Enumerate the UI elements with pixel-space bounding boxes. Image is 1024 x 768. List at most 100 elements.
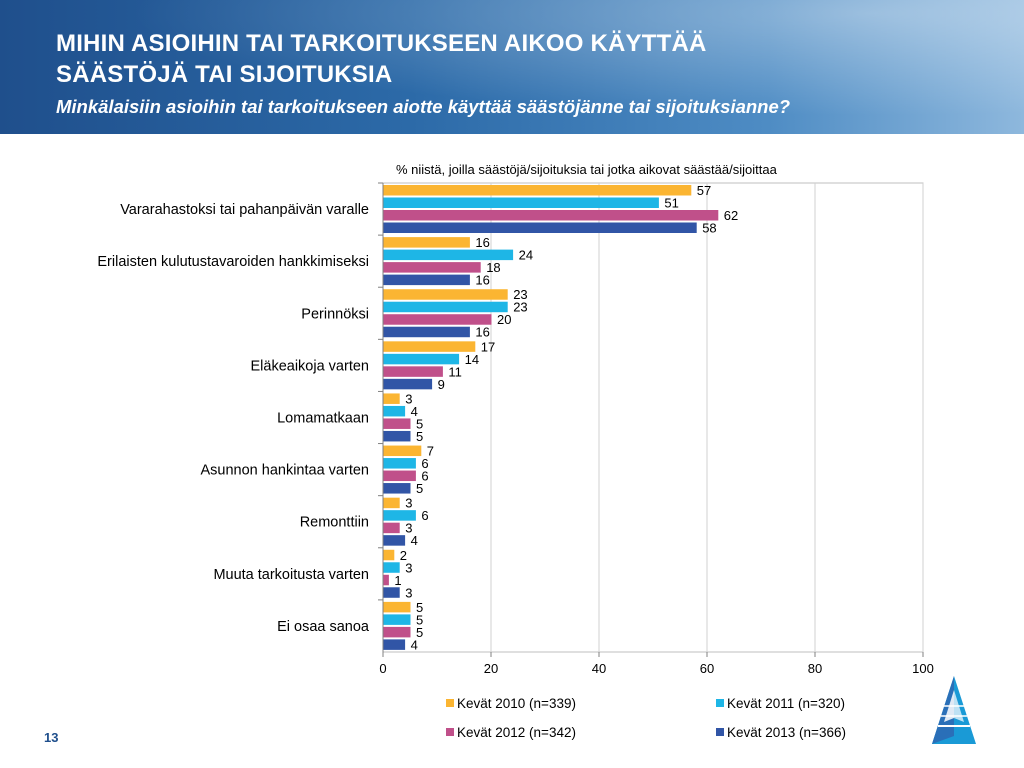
bar: [383, 535, 406, 546]
category-label: Perinnöksi: [301, 306, 369, 322]
bar: [383, 197, 659, 208]
bar: [383, 483, 411, 494]
bar: [383, 366, 443, 377]
data-label: 4: [411, 533, 418, 548]
bar: [383, 210, 719, 221]
x-tick-label: 60: [700, 661, 714, 676]
data-label: 24: [519, 248, 533, 263]
x-tick-label: 80: [808, 661, 822, 676]
data-label: 5: [416, 600, 423, 615]
legend-label: Kevät 2012 (n=342): [457, 725, 576, 740]
bar: [383, 289, 508, 300]
category-label: Eläkeaikoja varten: [251, 358, 370, 374]
page-subtitle: Minkälaisiin asioihin tai tarkoitukseen …: [56, 96, 791, 117]
bar: [383, 497, 400, 509]
bar: [383, 262, 481, 273]
bar: [383, 314, 492, 325]
bar: [383, 587, 400, 598]
data-label: 2: [400, 548, 407, 563]
x-tick-label: 40: [592, 661, 606, 676]
data-label: 62: [724, 208, 738, 223]
bar: [383, 326, 470, 338]
bar: [383, 458, 416, 469]
data-label: 6: [421, 456, 428, 471]
bar: [383, 393, 400, 404]
legend-label: Kevät 2013 (n=366): [727, 725, 846, 740]
category-label: Erilaisten kulutustavaroiden hankkimisek…: [97, 254, 369, 270]
data-label: 5: [416, 625, 423, 640]
data-label: 16: [475, 273, 489, 288]
category-label: Vararahastoksi tai pahanpäivän varalle: [120, 202, 369, 218]
data-label: 6: [421, 508, 428, 523]
brand-logo-icon: [932, 676, 976, 744]
data-label: 17: [481, 339, 495, 354]
data-label: 1: [394, 573, 401, 588]
data-label: 4: [411, 637, 418, 652]
data-label: 16: [475, 235, 489, 250]
data-label: 20: [497, 312, 511, 327]
data-label: 58: [702, 221, 716, 236]
bar: [383, 341, 476, 352]
header-banner: MIHIN ASIOIHIN TAI TARKOITUKSEEN AIKOO K…: [0, 0, 1024, 134]
legend-label: Kevät 2011 (n=320): [727, 696, 845, 711]
chart-note: % niistä, joilla säästöjä/sijoituksia ta…: [396, 162, 778, 177]
bar: [383, 222, 697, 233]
page-title-line1: MIHIN ASIOIHIN TAI TARKOITUKSEEN AIKOO K…: [56, 30, 707, 57]
data-label: 51: [664, 196, 678, 211]
data-label: 5: [416, 612, 423, 627]
data-label: 14: [465, 352, 479, 367]
bar: [383, 549, 395, 561]
bar: [383, 378, 433, 390]
category-label: Remonttiin: [300, 515, 369, 531]
bar: [383, 562, 400, 573]
bar: [383, 445, 422, 457]
data-label: 7: [427, 444, 434, 459]
header-sheen: [0, 0, 1024, 134]
data-label: 16: [475, 325, 489, 340]
bar: [383, 185, 692, 196]
data-label: 18: [486, 260, 500, 275]
page-number: 13: [44, 730, 59, 745]
legend-swatch: [716, 728, 724, 736]
bar: [383, 601, 411, 613]
bar: [383, 237, 470, 248]
legend-swatch: [446, 728, 454, 736]
bar: [383, 639, 406, 650]
data-label: 4: [411, 404, 418, 419]
data-label: 5: [416, 429, 423, 444]
data-label: 3: [405, 391, 412, 406]
bar: [383, 418, 411, 429]
legend-swatch: [716, 699, 724, 707]
bar: [383, 522, 400, 534]
data-label: 3: [405, 496, 412, 511]
bar: [383, 430, 411, 442]
bar: [383, 574, 389, 586]
category-label: Lomamatkaan: [277, 411, 369, 427]
data-label: 5: [416, 416, 423, 431]
data-label: 9: [438, 377, 445, 392]
data-label: 3: [405, 585, 412, 600]
bar: [383, 510, 416, 521]
legend-swatch: [446, 699, 454, 707]
category-label: Asunnon hankintaa varten: [201, 463, 370, 479]
data-label: 57: [697, 183, 711, 198]
data-label: 23: [513, 300, 527, 315]
data-label: 3: [405, 521, 412, 536]
bar: [383, 274, 470, 286]
category-label: Muuta tarkoitusta varten: [213, 567, 369, 583]
page-title-line2: SÄÄSTÖJÄ TAI SIJOITUKSIA: [56, 61, 393, 88]
bar: [383, 470, 416, 482]
data-label: 3: [405, 560, 412, 575]
bar: [383, 353, 460, 365]
page-title: MIHIN ASIOIHIN TAI TARKOITUKSEEN AIKOO K…: [56, 28, 956, 90]
category-label: Ei osaa sanoa: [277, 619, 370, 635]
bar: [383, 301, 508, 313]
data-label: 23: [513, 287, 527, 302]
data-label: 11: [448, 364, 462, 379]
x-tick-label: 20: [484, 661, 498, 676]
data-label: 6: [421, 469, 428, 484]
legend-label: Kevät 2010 (n=339): [457, 696, 576, 711]
bar: [383, 405, 406, 417]
bar: [383, 249, 514, 261]
